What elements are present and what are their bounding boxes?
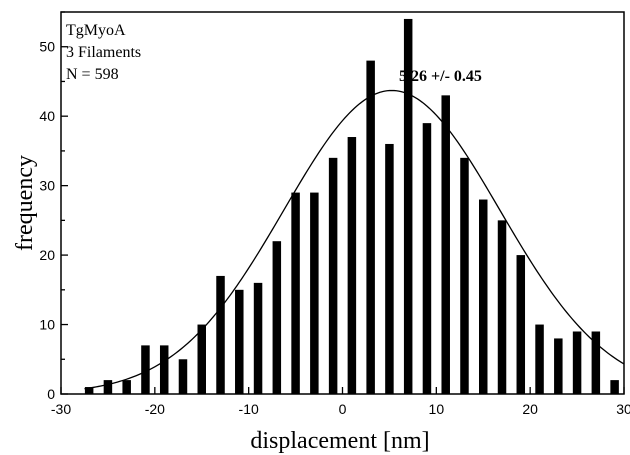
annotation-fit-value: 5.26 +/- 0.45 [399, 68, 482, 85]
y-tick-label: 30 [39, 178, 55, 194]
bar [310, 192, 319, 394]
y-tick-label: 40 [39, 108, 55, 124]
bar [216, 275, 225, 394]
bar [366, 60, 375, 395]
x-tick-label: -20 [145, 401, 165, 417]
bar [159, 345, 169, 394]
bar [403, 18, 413, 394]
bars-group [84, 18, 619, 395]
x-tick-label: 20 [522, 401, 538, 417]
bar [253, 282, 263, 394]
bar [610, 380, 619, 394]
x-tick-label: 10 [429, 401, 445, 417]
bar [422, 123, 432, 394]
bar [479, 199, 488, 394]
annotation-filaments: 3 Filaments [66, 44, 141, 61]
bar [328, 157, 338, 394]
y-axis-ticks: 0 10 20 30 40 50 [39, 11, 68, 402]
bar [122, 380, 131, 394]
bar [441, 95, 450, 394]
bar [591, 331, 601, 394]
bar [103, 380, 113, 394]
y-tick-label: 20 [39, 247, 55, 263]
bar [235, 289, 244, 394]
bar [272, 241, 282, 394]
y-tick-label: 0 [47, 386, 55, 402]
annotation-protein: TgMyoA [66, 22, 126, 39]
bar [535, 324, 544, 394]
x-tick-label: -10 [239, 401, 259, 417]
bar [385, 143, 394, 394]
bar [554, 338, 563, 394]
y-tick-label: 10 [39, 317, 55, 333]
bar [460, 157, 469, 394]
bar [497, 220, 507, 394]
bar [572, 331, 582, 394]
bar [197, 324, 206, 394]
y-axis-title: frequency [12, 155, 38, 251]
x-tick-label: -30 [51, 401, 71, 417]
x-tick-label: 0 [339, 401, 347, 417]
x-tick-label: 30 [616, 401, 630, 417]
y-tick-label: 50 [39, 39, 55, 55]
x-axis-title: displacement [nm] [250, 428, 429, 454]
bar [291, 192, 300, 394]
bar [141, 345, 150, 394]
bar [347, 137, 357, 394]
bar [516, 255, 526, 394]
bar [84, 387, 94, 394]
annotation-count: N = 598 [66, 66, 119, 83]
gaussian-fit-curve [84, 89, 625, 390]
bar [178, 359, 188, 394]
x-axis-ticks: -30 -20 -10 0 10 20 30 [51, 387, 630, 417]
